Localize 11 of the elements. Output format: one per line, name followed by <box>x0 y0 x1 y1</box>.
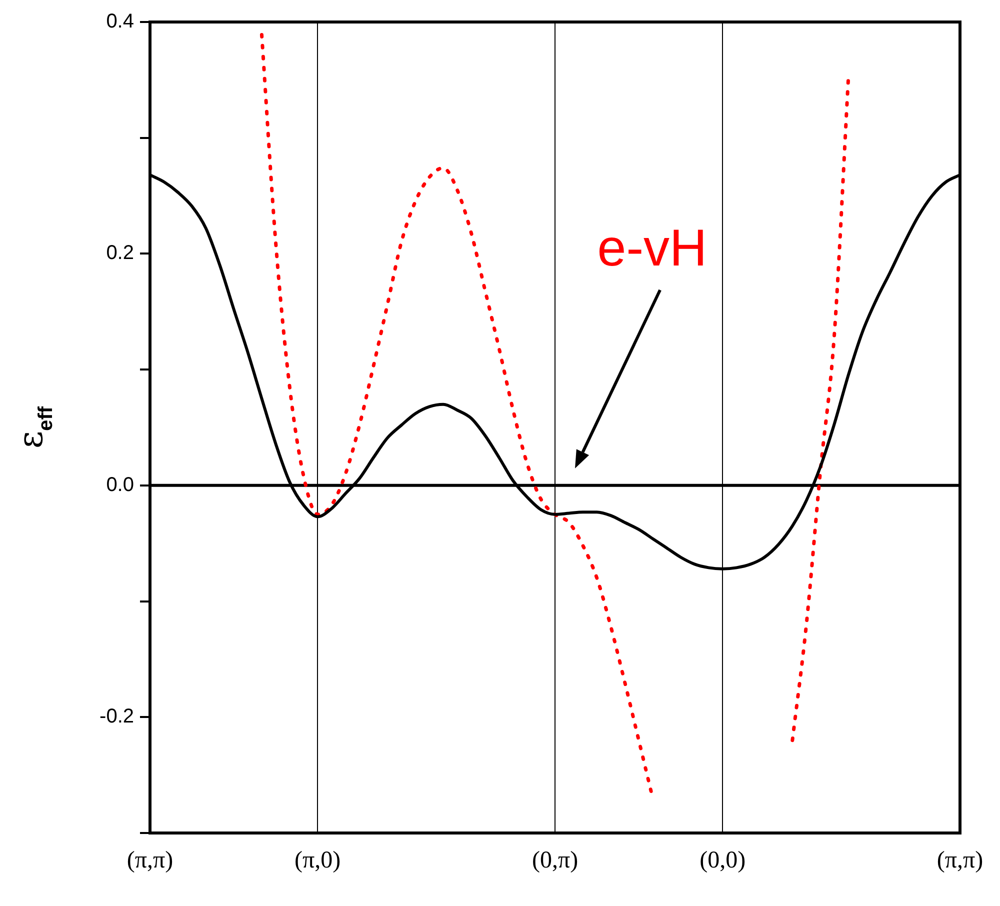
y-tick-label: -0.2 <box>100 706 134 728</box>
y-axis-title: εeff <box>11 406 57 449</box>
y-tick-label: 0.4 <box>106 10 134 33</box>
y-tick-label: 0.2 <box>106 242 134 264</box>
x-tick-label: (π,π) <box>126 848 174 874</box>
x-tick-label: (0,π) <box>532 848 578 874</box>
x-tick-label: (0,0) <box>700 848 746 874</box>
annotation: e-vH <box>597 219 708 278</box>
x-tick-label: (π,π) <box>936 848 984 874</box>
y-tick-label: 0.0 <box>106 474 134 496</box>
x-tick-label: (π,0) <box>294 848 341 874</box>
